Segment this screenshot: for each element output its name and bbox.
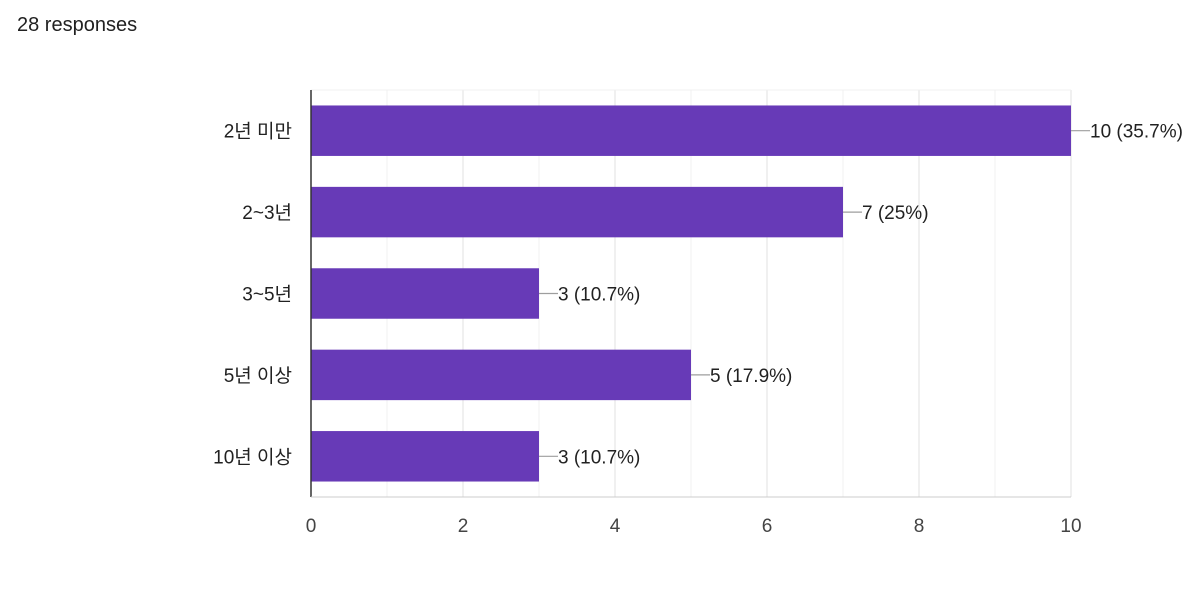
bar — [311, 431, 539, 482]
category-label: 2년 미만 — [224, 121, 292, 143]
axes — [310, 90, 1071, 498]
data-label: 5 (17.9%) — [710, 366, 792, 387]
x-tick-label: 4 — [610, 516, 621, 537]
bars — [311, 105, 1071, 482]
x-tick-label: 8 — [914, 516, 925, 537]
x-tick-label: 0 — [306, 516, 317, 537]
labels: 0 2 4 6 8 10 2년 미만 10 (35.7%) 2~3년 7 (25%) 3~5년 3 (… — [213, 121, 1183, 537]
data-label: 3 (10.7%) — [558, 447, 640, 468]
responses-count: 28 responses — [17, 14, 138, 36]
bar — [311, 105, 1071, 156]
x-tick-label: 2 — [458, 516, 469, 537]
data-label: 10 (35.7%) — [1090, 122, 1183, 143]
x-tick-label: 10 — [1060, 516, 1081, 537]
category-label: 5년 이상 — [224, 365, 292, 387]
x-tick-label: 6 — [762, 516, 773, 537]
category-label: 10년 이상 — [213, 446, 292, 468]
bar — [311, 268, 539, 319]
category-label: 2~3년 — [242, 202, 292, 224]
bar — [311, 349, 691, 401]
data-label: 7 (25%) — [862, 203, 929, 224]
data-label: 3 (10.7%) — [558, 285, 640, 306]
bar — [311, 186, 843, 238]
category-label: 3~5년 — [242, 284, 292, 306]
